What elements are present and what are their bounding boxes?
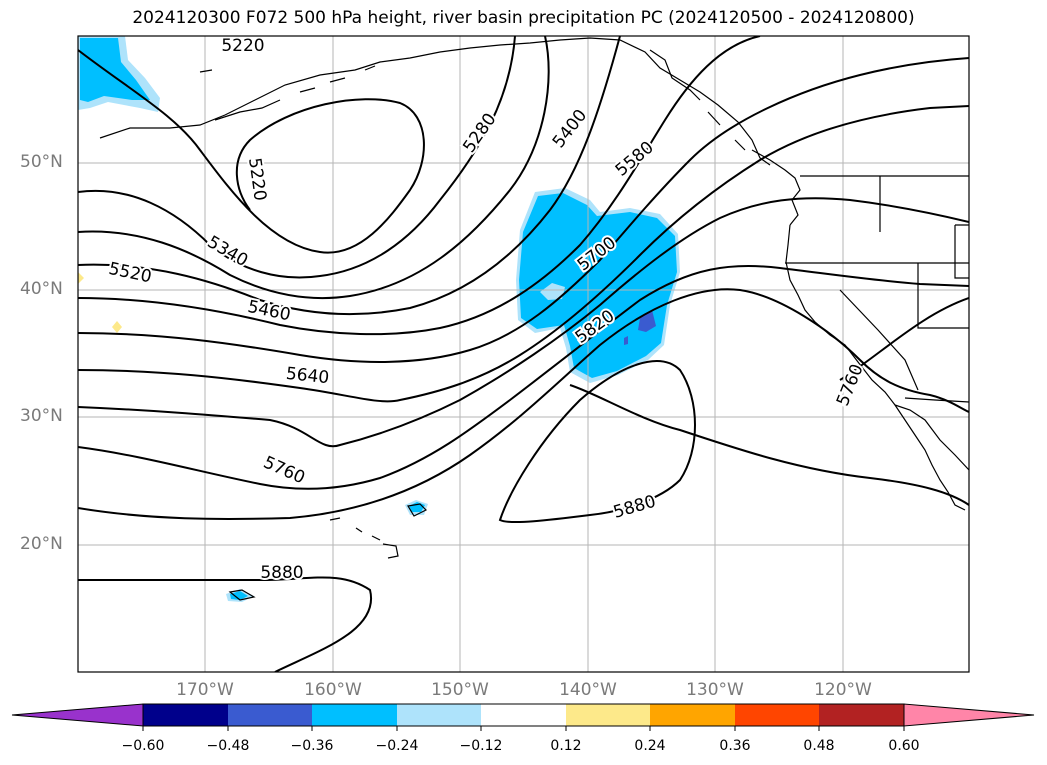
lat-tick-label: 20°N bbox=[20, 534, 63, 554]
lon-tick-label: 140°W bbox=[559, 680, 617, 700]
colorbar-bin bbox=[819, 704, 904, 726]
colorbar-extend-low bbox=[11, 703, 144, 727]
map-plot: 5220 5220 5280 5400 5580 5340 5520 5460 … bbox=[78, 36, 969, 672]
colorbar-frame bbox=[142, 703, 905, 727]
contour-5460 bbox=[78, 36, 761, 336]
height-contours bbox=[78, 36, 969, 672]
precip-strong-dot bbox=[624, 336, 628, 345]
coast-us-west bbox=[785, 224, 966, 511]
map-title: 2024120300 F072 500 hPa height, river ba… bbox=[132, 8, 915, 28]
coast-bc bbox=[751, 149, 801, 226]
contour-labels: 5220 5220 5280 5400 5580 5340 5520 5460 … bbox=[105, 36, 870, 585]
colorbar-tick-label: −0.60 bbox=[121, 738, 165, 754]
colorbar-bin bbox=[650, 704, 735, 726]
lat-tick-label: 50°N bbox=[20, 152, 63, 172]
coastlines bbox=[99, 37, 969, 601]
contour-5520 bbox=[78, 57, 969, 363]
colorbar-tick-label: −0.24 bbox=[375, 738, 419, 754]
colorbar-tick-label: 0.12 bbox=[550, 738, 582, 754]
colorbar-bin bbox=[312, 704, 397, 726]
colorbar-bin bbox=[481, 704, 566, 726]
colorbar-tick-label: −0.36 bbox=[290, 738, 334, 754]
precip-hole bbox=[540, 283, 565, 300]
contour-5880-east bbox=[839, 297, 969, 381]
colorbar-bin bbox=[566, 704, 650, 726]
contour-5580 bbox=[78, 105, 969, 403]
contour-5280 bbox=[78, 36, 516, 279]
contour-5400 bbox=[78, 36, 621, 316]
gridlines bbox=[78, 36, 969, 672]
lat-tick-label: 30°N bbox=[20, 406, 63, 426]
colorbar-bin bbox=[397, 704, 481, 726]
colorbar bbox=[11, 703, 1035, 731]
contour-5700 bbox=[78, 264, 969, 490]
colorbar-bin bbox=[143, 704, 228, 726]
coast-islands-se-alaska bbox=[649, 49, 746, 151]
contour-label: 5220 bbox=[221, 36, 264, 56]
contour-5640 bbox=[78, 197, 969, 448]
colorbar-tick-label: −0.48 bbox=[206, 738, 250, 754]
lon-tick-label: 150°W bbox=[431, 680, 489, 700]
precip-positive-2 bbox=[78, 272, 84, 284]
precip-south-core bbox=[230, 591, 248, 600]
border-us-mexico bbox=[904, 397, 969, 403]
colorbar-tick-label: 0.60 bbox=[888, 738, 920, 754]
colorbar-tick-label: 0.36 bbox=[719, 738, 751, 754]
lon-tick-label: 130°W bbox=[686, 680, 744, 700]
contour-5220 bbox=[78, 49, 425, 254]
contour-5340 bbox=[78, 36, 550, 300]
precip-strong-patch bbox=[638, 310, 656, 332]
coast-small-island bbox=[228, 589, 256, 601]
contour-5880-ne bbox=[498, 360, 696, 524]
colorbar-bin bbox=[735, 704, 819, 726]
colorbar-tick-label: 0.48 bbox=[803, 738, 835, 754]
contour-5760 bbox=[78, 288, 969, 520]
lon-tick-label: 120°W bbox=[814, 680, 872, 700]
coast-hawaii bbox=[329, 503, 428, 559]
contour-5880-lower bbox=[569, 384, 969, 506]
colorbar-tick-label: 0.24 bbox=[634, 738, 666, 754]
contour-5820 bbox=[78, 576, 373, 672]
border-states-2 bbox=[839, 224, 969, 391]
map-frame bbox=[77, 35, 970, 673]
colorbar-extend-high bbox=[903, 703, 1035, 727]
precip-positive-1 bbox=[112, 321, 122, 333]
coast-baja bbox=[894, 404, 969, 471]
lon-tick-label: 160°W bbox=[304, 680, 362, 700]
precip-area-alaska-core bbox=[80, 38, 150, 102]
colorbar-bin bbox=[228, 704, 312, 726]
lat-tick-label: 40°N bbox=[20, 279, 63, 299]
coast-aleutians bbox=[199, 65, 376, 121]
colorbar-tick-label: −0.12 bbox=[459, 738, 503, 754]
contour-label: 5880 bbox=[260, 563, 303, 583]
coast-alaska-south bbox=[99, 37, 771, 166]
lon-tick-label: 170°W bbox=[176, 680, 234, 700]
precip-area-pacific-core bbox=[519, 193, 677, 378]
